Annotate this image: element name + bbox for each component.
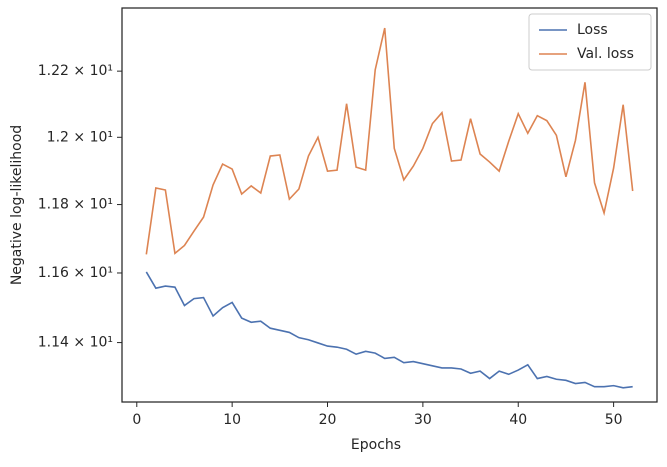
data-line xyxy=(145,27,634,255)
legend-box xyxy=(528,13,652,71)
y-axis-label: Negative log-likelihood xyxy=(9,125,25,285)
y-tick-label: 1.14 × 10¹ xyxy=(38,335,113,351)
x-tick-label: 10 xyxy=(223,412,241,428)
x-tick-label: 20 xyxy=(319,412,337,428)
x-tick-label: 30 xyxy=(414,412,432,428)
legend-label: Val. loss xyxy=(577,46,634,62)
x-tick-label: 0 xyxy=(132,412,141,428)
y-tick-label: 1.18 × 10¹ xyxy=(38,197,113,213)
data-line xyxy=(145,271,633,389)
x-tick-label: 50 xyxy=(605,412,623,428)
y-tick-label: 1.16 × 10¹ xyxy=(38,265,113,281)
legend-label: Loss xyxy=(577,22,608,38)
y-tick-label: 1.2 × 10¹ xyxy=(47,129,113,145)
x-tick-label: 40 xyxy=(509,412,527,428)
y-tick-label: 1.22 × 10¹ xyxy=(38,63,113,79)
x-axis-label: Epochs xyxy=(351,437,401,453)
